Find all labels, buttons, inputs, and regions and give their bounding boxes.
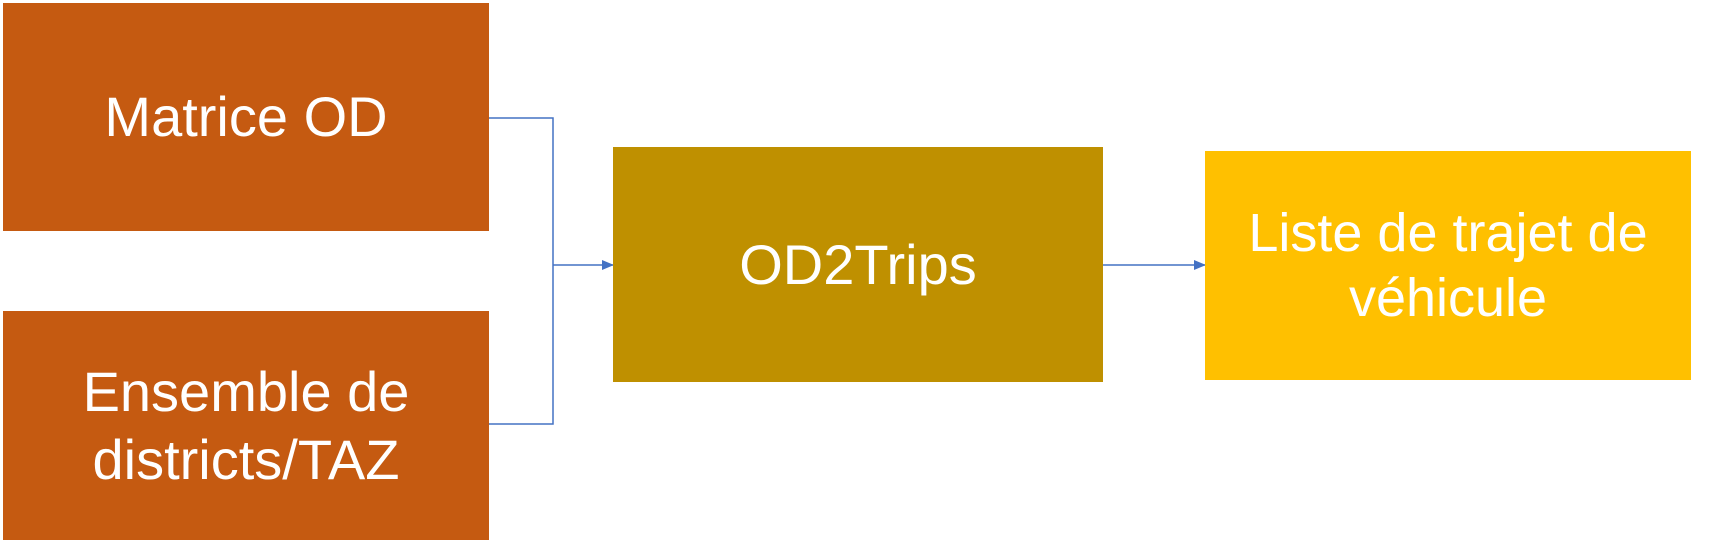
node-ensemble-districts-label-line1: Ensemble de	[82, 360, 410, 424]
node-od2trips: OD2Trips	[613, 147, 1103, 382]
node-matrice-od-label: Matrice OD	[104, 85, 388, 149]
node-liste-trajet-label-line1: Liste de trajet de	[1248, 202, 1648, 263]
node-liste-trajet-label-line2: véhicule	[1348, 267, 1548, 328]
node-ensemble-districts: Ensemble de districts/TAZ	[3, 311, 489, 540]
connector-matrice-to-merge	[489, 117, 554, 265]
node-od2trips-label: OD2Trips	[739, 232, 977, 296]
node-ensemble-districts-label-line2: districts/TAZ	[92, 427, 400, 491]
node-liste-trajet: Liste de trajet de véhicule	[1205, 151, 1691, 380]
connector-ensemble-to-merge	[489, 265, 554, 425]
node-matrice-od: Matrice OD	[3, 3, 489, 231]
